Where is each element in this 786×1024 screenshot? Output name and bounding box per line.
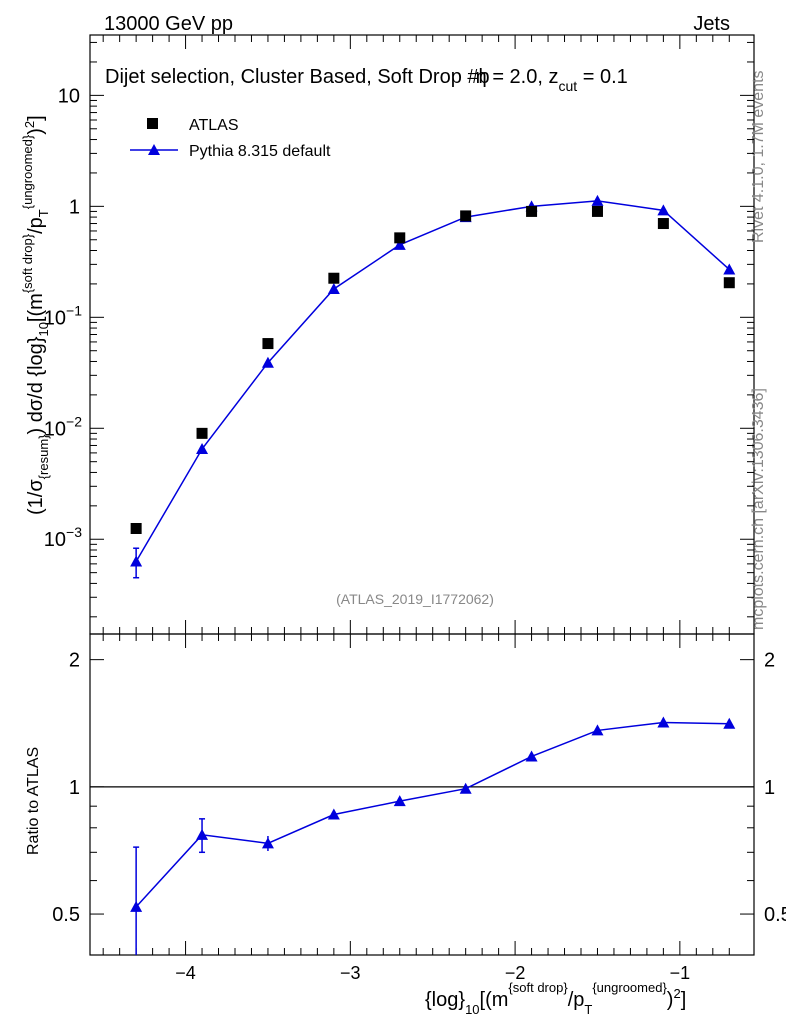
atlas-point — [262, 338, 274, 350]
legend-pythia-marker — [148, 144, 160, 155]
x-tick-label: −3 — [340, 963, 361, 983]
y-tick-label: 10−2 — [44, 413, 82, 440]
data-layer — [90, 194, 754, 955]
ratio-point — [130, 900, 143, 912]
mcplots-info: mcplots.cern.ch [arXiv:1306.3436] — [750, 388, 767, 630]
ratio-point — [393, 795, 406, 807]
ratio-plot-frame — [89, 633, 755, 956]
atlas-point — [591, 205, 603, 217]
ratio-point — [327, 808, 340, 820]
x-tick-label: −4 — [175, 963, 196, 983]
ratio-point — [723, 717, 736, 729]
y-tick-label: 1 — [69, 196, 80, 218]
ratio-point — [657, 716, 670, 728]
analysis-id: (ATLAS_2019_I1772062) — [336, 591, 494, 607]
pythia-point — [657, 204, 670, 216]
atlas-point — [328, 272, 340, 284]
ratio-line — [135, 721, 730, 908]
atlas-point — [196, 427, 208, 439]
pythia-point — [261, 356, 274, 368]
legend-atlas-label: ATLAS — [189, 117, 239, 134]
xlabel: {log}10[(m{soft drop}/pT{ungroomed})2] — [425, 980, 686, 1017]
y-tick-label: 10−1 — [44, 302, 82, 329]
main-ylabel: (1/σ{resum}) dσ/d {log}10[(m{soft drop}/… — [20, 115, 51, 515]
pythia-line — [135, 200, 730, 562]
ratio-y-tick-label-right: 0.5 — [764, 904, 786, 926]
ratio-point — [591, 724, 604, 736]
header-energy: 13000 GeV pp — [104, 13, 233, 35]
ratio-point — [459, 782, 472, 794]
ratio-y-tick-label-right: 1 — [764, 777, 775, 799]
rivet-info: Rivet 4.1.0, 1.7M events — [750, 70, 767, 243]
atlas-point — [394, 232, 406, 244]
pythia-point — [393, 238, 406, 250]
ratio-point — [196, 828, 209, 840]
x-tick-label: −2 — [505, 963, 526, 983]
pythia-point — [591, 194, 604, 206]
y-tick-label: 10 — [58, 85, 80, 107]
atlas-point — [723, 277, 735, 289]
atlas-point — [657, 218, 669, 230]
atlas-point — [526, 205, 538, 217]
ratio-point — [261, 837, 274, 849]
pythia-point — [327, 282, 340, 294]
atlas-point — [460, 210, 472, 222]
ratio-ylabel: Ratio to ATLAS — [25, 747, 42, 855]
y-tick-label: 10−3 — [44, 524, 82, 551]
legend: ATLAS Pythia 8.315 default — [130, 117, 331, 160]
legend-atlas-marker — [147, 118, 158, 129]
pythia-point — [723, 263, 736, 275]
atlas-point — [130, 522, 142, 534]
legend-pythia-label: Pythia 8.315 default — [189, 143, 331, 160]
x-tick-label: −1 — [670, 963, 691, 983]
axis-ticks: −4 −3 −2 −1 10 1 10−1 10−2 10−3 0.5 0.5 1 1 2 2 — [44, 35, 786, 983]
plot-title: Dijet selection, Cluster Based, Soft Dro… — [105, 66, 628, 94]
pythia-point — [196, 443, 209, 455]
header-process: Jets — [693, 13, 730, 35]
ratio-y-tick-label: 1 — [69, 777, 80, 799]
ratio-y-tick-label: 0.5 — [52, 904, 80, 926]
ratio-y-tick-label-right: 2 — [764, 650, 775, 672]
ratio-point — [525, 750, 538, 762]
ratio-y-tick-label: 2 — [69, 650, 80, 672]
pythia-point — [130, 555, 143, 567]
